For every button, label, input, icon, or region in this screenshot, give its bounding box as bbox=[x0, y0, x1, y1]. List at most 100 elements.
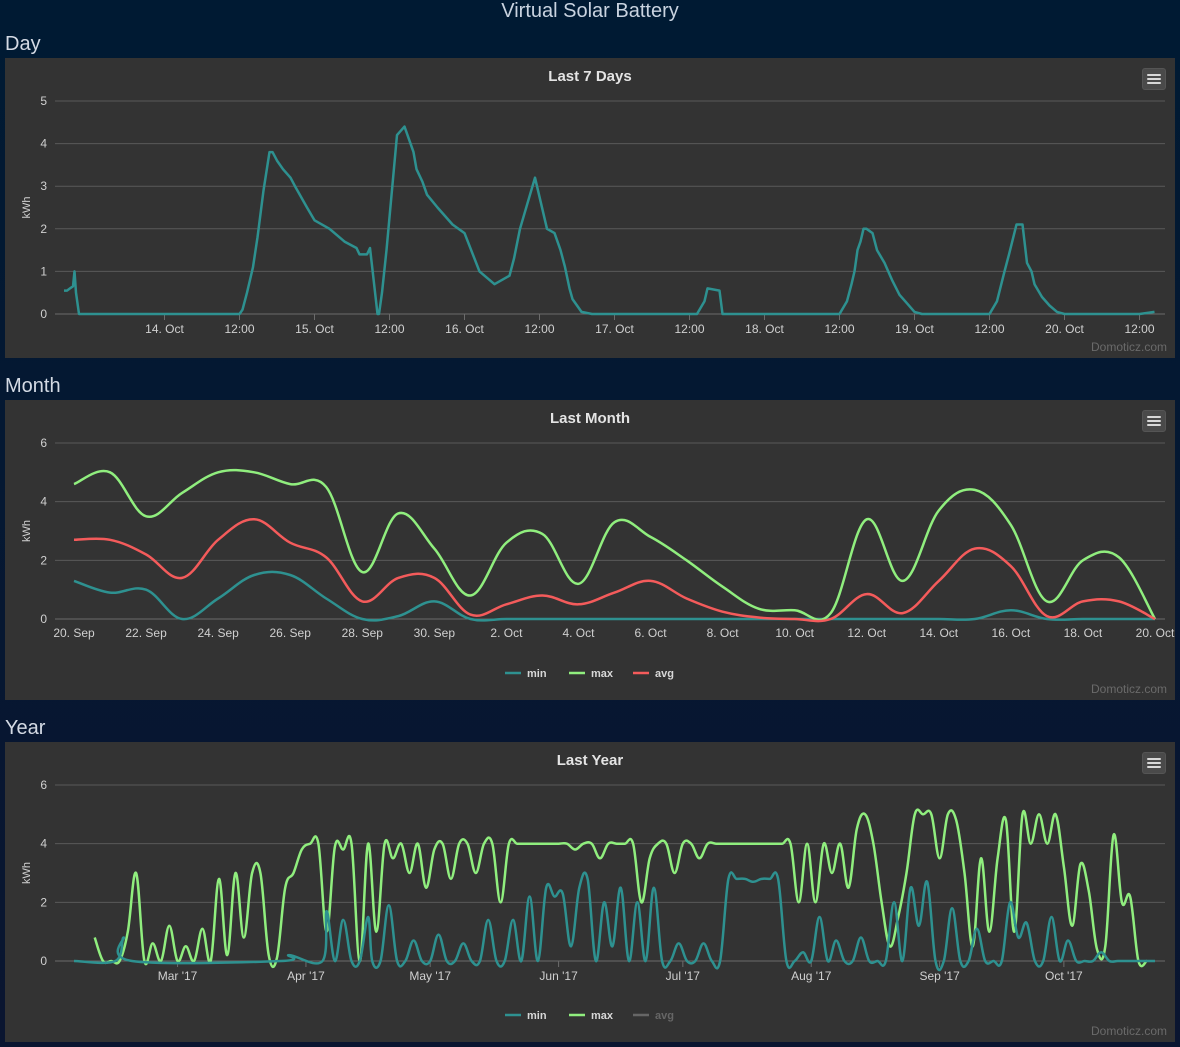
credits-link[interactable]: Domoticz.com bbox=[1090, 682, 1167, 696]
x-tick-label: 16. Oct bbox=[992, 626, 1031, 640]
legend-label: avg bbox=[655, 1010, 674, 1022]
y-tick-label: 6 bbox=[40, 778, 47, 792]
x-tick-label: Oct '17 bbox=[1045, 969, 1083, 983]
y-tick-label: 2 bbox=[40, 553, 47, 567]
x-tick-label: 15. Oct bbox=[295, 322, 334, 336]
x-tick-label: 24. Sep bbox=[197, 626, 239, 640]
x-tick-label: 20. Oct bbox=[1045, 322, 1084, 336]
section-label-day: Day bbox=[5, 33, 41, 55]
x-tick-label: Jul '17 bbox=[666, 969, 701, 983]
x-tick-label: May '17 bbox=[409, 969, 451, 983]
x-tick-label: 14. Oct bbox=[919, 626, 958, 640]
y-tick-label: 3 bbox=[40, 179, 47, 193]
y-tick-label: 4 bbox=[40, 837, 47, 851]
y-tick-label: 0 bbox=[40, 954, 47, 968]
y-tick-label: 1 bbox=[40, 264, 47, 278]
series-line-min bbox=[73, 570, 1155, 622]
chart-menu-button[interactable] bbox=[1142, 410, 1166, 432]
chart-menu-button[interactable] bbox=[1142, 68, 1166, 90]
legend-item-avg[interactable]: avg bbox=[633, 1010, 674, 1022]
x-tick-label: Sep '17 bbox=[919, 969, 960, 983]
hamburger-menu-icon bbox=[1147, 420, 1161, 422]
x-tick-label: Jun '17 bbox=[539, 969, 578, 983]
legend-label: min bbox=[527, 668, 547, 680]
y-tick-label: 5 bbox=[40, 94, 47, 108]
legend-label: max bbox=[591, 668, 614, 680]
x-tick-label: 12:00 bbox=[524, 322, 554, 336]
legend-label: avg bbox=[655, 668, 674, 680]
series-line-min bbox=[64, 125, 1155, 316]
credits-link[interactable]: Domoticz.com bbox=[1090, 340, 1167, 354]
page-title: Virtual Solar Battery bbox=[501, 0, 679, 22]
x-tick-label: 12. Oct bbox=[847, 626, 886, 640]
x-tick-label: 12:00 bbox=[1124, 322, 1154, 336]
x-tick-label: 8. Oct bbox=[707, 626, 740, 640]
x-tick-label: 12:00 bbox=[374, 322, 404, 336]
legend-item-max[interactable]: max bbox=[569, 1010, 614, 1022]
x-tick-label: 16. Oct bbox=[445, 322, 484, 336]
section-label-month: Month bbox=[5, 375, 61, 397]
y-tick-label: 0 bbox=[40, 307, 47, 321]
hamburger-menu-icon bbox=[1147, 758, 1161, 760]
y-axis-label: kWh bbox=[21, 520, 33, 542]
x-tick-label: 30. Sep bbox=[414, 626, 456, 640]
x-tick-label: 20. Oct bbox=[1136, 626, 1175, 640]
hamburger-menu-icon bbox=[1147, 424, 1161, 426]
x-tick-label: 22. Sep bbox=[125, 626, 167, 640]
x-tick-label: 26. Sep bbox=[270, 626, 312, 640]
legend-item-avg[interactable]: avg bbox=[633, 668, 674, 680]
hamburger-menu-icon bbox=[1147, 74, 1161, 76]
series-line-max bbox=[73, 468, 1157, 621]
x-tick-label: 12:00 bbox=[824, 322, 854, 336]
legend-label: min bbox=[527, 1010, 547, 1022]
x-tick-label: 10. Oct bbox=[775, 626, 814, 640]
chart-day: 0 1 2 3 4 5 kWh 14. Oct 12:00 15. Oct 12:00 16. Oct… bbox=[21, 94, 1165, 336]
x-tick-label: 19. Oct bbox=[895, 322, 934, 336]
chart-title: Last 7 Days bbox=[548, 68, 632, 85]
legend-item-min[interactable]: min bbox=[505, 668, 547, 680]
x-tick-label: 12:00 bbox=[974, 322, 1004, 336]
hamburger-menu-icon bbox=[1147, 78, 1161, 80]
chart-panel-day: Last 7 Days 0 1 2 3 4 5 kWh 14. Oct 12:00 15. Oct… bbox=[5, 58, 1175, 358]
chart-title: Last Year bbox=[556, 752, 624, 769]
chart-menu-button[interactable] bbox=[1142, 752, 1166, 774]
hamburger-menu-icon bbox=[1147, 416, 1161, 418]
y-axis-label: kWh bbox=[21, 862, 33, 884]
chart-panel-year: Last Year 0 2 4 6 kWh Mar '17 Apr '17 May '17 Ju… bbox=[5, 742, 1175, 1042]
y-tick-label: 4 bbox=[40, 495, 47, 509]
y-tick-label: 2 bbox=[40, 222, 47, 236]
y-tick-label: 4 bbox=[40, 137, 47, 151]
x-tick-label: 6. Oct bbox=[635, 626, 668, 640]
x-tick-label: 18. Oct bbox=[745, 322, 784, 336]
credits-link[interactable]: Domoticz.com bbox=[1090, 1024, 1167, 1038]
legend-item-min[interactable]: min bbox=[505, 1010, 547, 1022]
x-tick-label: 2. Oct bbox=[490, 626, 523, 640]
section-label-year: Year bbox=[5, 717, 46, 739]
y-tick-label: 2 bbox=[40, 895, 47, 909]
x-tick-label: Mar '17 bbox=[158, 969, 198, 983]
y-axis-label: kWh bbox=[21, 197, 33, 219]
legend-label: max bbox=[591, 1010, 614, 1022]
hamburger-menu-icon bbox=[1147, 766, 1161, 768]
hamburger-menu-icon bbox=[1147, 762, 1161, 764]
x-tick-label: 12:00 bbox=[224, 322, 254, 336]
x-tick-label: 20. Sep bbox=[53, 626, 95, 640]
x-tick-label: 28. Sep bbox=[342, 626, 384, 640]
y-tick-label: 6 bbox=[40, 436, 47, 450]
y-tick-label: 0 bbox=[40, 612, 47, 626]
series-line-min bbox=[73, 871, 1155, 972]
series-line-avg bbox=[73, 518, 1156, 623]
hamburger-menu-icon bbox=[1147, 82, 1161, 84]
x-tick-label: Apr '17 bbox=[287, 969, 325, 983]
chart-year: 0 2 4 6 kWh Mar '17 Apr '17 May '17 Jun '17 Jul '… bbox=[21, 778, 1165, 1022]
chart-panel-month: Last Month 0 2 4 6 kWh 20. Sep 22. Sep 24. Sep 2… bbox=[5, 400, 1175, 700]
chart-month: 0 2 4 6 kWh 20. Sep 22. Sep 24. Sep 26. Sep 28. S… bbox=[21, 436, 1175, 680]
x-tick-label: 12:00 bbox=[674, 322, 704, 336]
legend-item-max[interactable]: max bbox=[569, 668, 614, 680]
chart-title: Last Month bbox=[550, 410, 630, 427]
x-tick-label: 17. Oct bbox=[595, 322, 634, 336]
x-tick-label: 14. Oct bbox=[145, 322, 184, 336]
x-tick-label: 18. Oct bbox=[1064, 626, 1103, 640]
series-line-max bbox=[93, 808, 1148, 969]
x-tick-label: 4. Oct bbox=[562, 626, 595, 640]
